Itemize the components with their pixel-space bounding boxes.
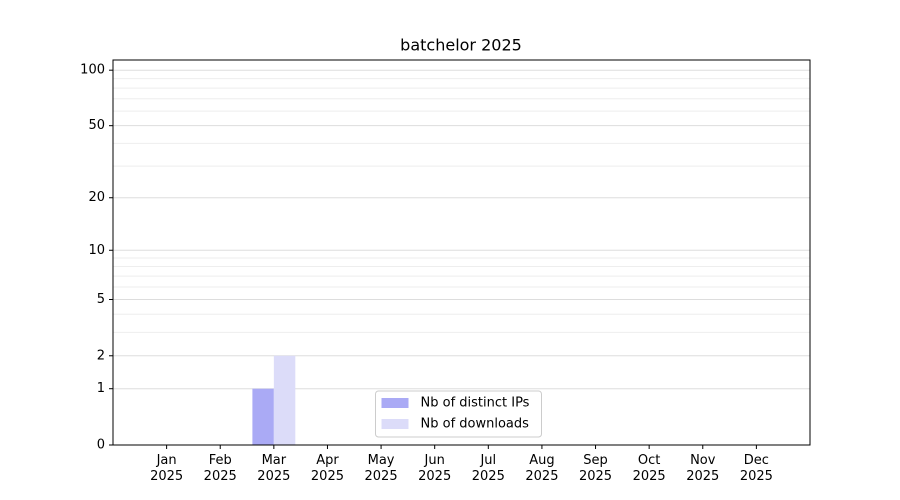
- legend-label: Nb of distinct IPs: [421, 396, 530, 411]
- y-tick-label: 50: [88, 118, 105, 133]
- chart-title: batchelor 2025: [400, 36, 522, 55]
- x-tick-label: Mar 2025: [257, 453, 291, 484]
- legend-swatch: [381, 419, 409, 429]
- x-tick-label: May 2025: [364, 453, 398, 484]
- y-tick-label: 100: [80, 63, 105, 78]
- x-tick-label: Jun 2025: [418, 453, 452, 484]
- legend: Nb of distinct IPs Nb of downloads: [375, 390, 542, 438]
- x-tick-label: Nov 2025: [686, 453, 720, 484]
- y-tick-label: 2: [97, 348, 105, 363]
- x-tick-label: Sep 2025: [578, 453, 613, 484]
- x-tick-label: Apr 2025: [310, 453, 344, 484]
- x-tick-label: Oct 2025: [632, 453, 666, 484]
- bar: [252, 388, 274, 445]
- legend-swatch: [381, 398, 409, 408]
- x-tick-label: Dec 2025: [739, 453, 773, 484]
- legend-label: Nb of downloads: [421, 417, 530, 432]
- x-tick-label: Feb 2025: [203, 453, 237, 484]
- bar: [273, 355, 296, 445]
- y-tick-label: 0: [97, 438, 105, 453]
- y-tick-label: 10: [88, 243, 105, 258]
- plot-frame: [112, 59, 811, 446]
- y-tick-label: 1: [97, 381, 105, 396]
- legend-frame: [375, 390, 542, 438]
- y-tick-label: 20: [88, 190, 105, 205]
- x-tick-label: Jul 2025: [471, 453, 505, 484]
- y-tick-label: 5: [97, 292, 105, 307]
- x-tick-label: Jan 2025: [150, 453, 184, 484]
- x-tick-label: Aug 2025: [525, 453, 559, 484]
